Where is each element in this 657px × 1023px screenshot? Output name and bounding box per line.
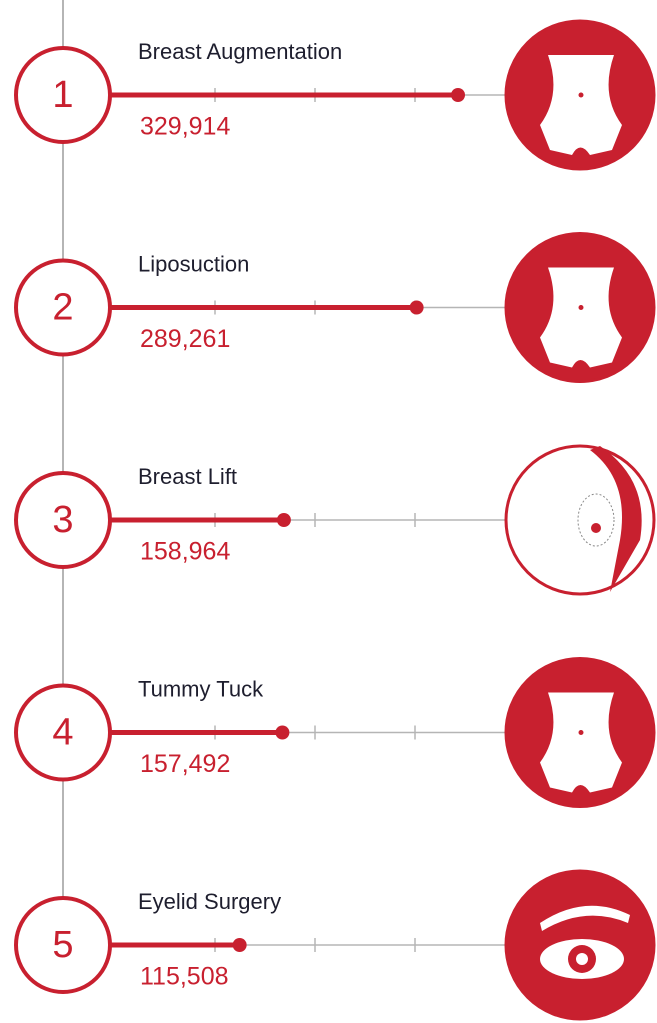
rank-number: 4 — [52, 712, 73, 754]
icon-pupil — [576, 953, 588, 965]
icon-torso — [540, 268, 622, 368]
category-label: Liposuction — [138, 251, 249, 276]
icon-torso — [540, 55, 622, 155]
icon-dot — [591, 523, 601, 533]
rank-number: 5 — [52, 924, 73, 966]
bar-end-dot — [410, 301, 424, 315]
icon-navel — [579, 93, 584, 98]
bar — [110, 305, 417, 310]
bar-end-dot — [275, 726, 289, 740]
bar — [110, 518, 284, 523]
value-label: 115,508 — [140, 963, 229, 991]
bar-end-dot — [233, 938, 247, 952]
value-label: 157,492 — [140, 750, 230, 778]
category-label: Breast Augmentation — [138, 39, 342, 64]
chart: 1 Breast Augmentation 329,914 2 Liposuction 2… — [0, 0, 657, 1023]
bar — [110, 730, 282, 735]
icon-navel — [579, 305, 584, 310]
icon-torso — [540, 693, 622, 793]
bar — [110, 943, 240, 948]
category-label: Breast Lift — [138, 464, 237, 489]
value-label: 329,914 — [140, 113, 230, 141]
bar-end-dot — [451, 88, 465, 102]
bar — [110, 93, 458, 98]
category-label: Eyelid Surgery — [138, 889, 281, 914]
icon — [540, 693, 622, 793]
category-label: Tummy Tuck — [138, 676, 264, 701]
icon — [540, 55, 622, 155]
rank-number: 2 — [52, 287, 73, 329]
value-label: 289,261 — [140, 325, 230, 353]
rank-number: 3 — [52, 499, 73, 541]
value-label: 158,964 — [140, 538, 230, 566]
icon-navel — [579, 730, 584, 735]
rank-number: 1 — [52, 74, 73, 116]
bar-end-dot — [277, 513, 291, 527]
icon — [540, 268, 622, 368]
